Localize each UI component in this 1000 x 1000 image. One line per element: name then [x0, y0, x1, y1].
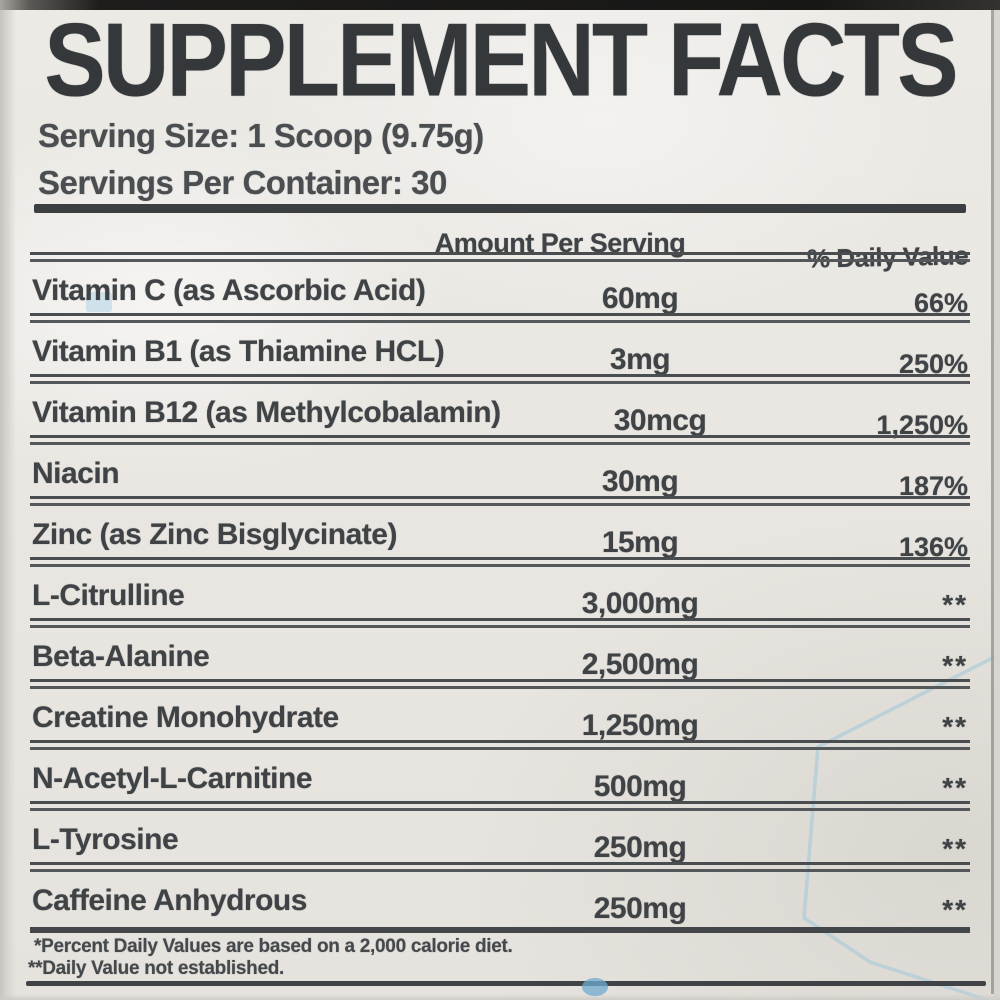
- bottom-thick-rule: [26, 981, 986, 986]
- table-row-caffeine-anhydrous: Caffeine Anhydrous 250mg **: [30, 872, 970, 933]
- ingredient-amount: 3mg: [609, 343, 671, 376]
- ingredient-amount: 60mg: [601, 282, 679, 315]
- label-right-edge: [994, 10, 1000, 1000]
- row-divider: [30, 435, 970, 445]
- ingredient-amount: 2,500mg: [581, 648, 699, 681]
- ingredient-amount: 30mg: [601, 465, 679, 498]
- ingredient-amount: 3,000mg: [581, 587, 699, 620]
- ingredient-name: Vitamin C (as Ascorbic Acid): [32, 274, 426, 307]
- table-header-row: Amount Per Serving % Daily Value: [30, 224, 970, 274]
- footnotes: *Percent Daily Values are based on a 2,0…: [28, 936, 960, 980]
- servings-per-container: Servings Per Container: 30: [38, 164, 447, 201]
- table-row-vitamin-b1: Vitamin B1 (as Thiamine HCL) 3mg 250%: [30, 323, 970, 384]
- ingredient-name: Vitamin B12 (as Methylcobalamin): [32, 396, 501, 429]
- ingredient-amount: 250mg: [593, 892, 687, 925]
- table-row-n-acetyl-l-carnitine: N-Acetyl-L-Carnitine 500mg **: [30, 750, 970, 811]
- table-row-l-citrulline: L-Citrulline 3,000mg **: [30, 567, 970, 628]
- ingredient-daily-value: **: [942, 894, 968, 925]
- footnote-daily-value-not-established: **Daily Value not established.: [28, 958, 285, 979]
- row-divider: [30, 862, 970, 872]
- ingredient-daily-value: **: [942, 772, 968, 803]
- row-divider: [30, 496, 970, 506]
- photo-artifact-blue-dot: [582, 978, 608, 996]
- table-row-vitamin-c: Vitamin C (as Ascorbic Acid) 60mg 66%: [30, 262, 970, 323]
- ingredient-name: Zinc (as Zinc Bisglycinate): [32, 518, 397, 551]
- ingredient-name: N-Acetyl-L-Carnitine: [32, 762, 313, 795]
- row-divider: [30, 740, 970, 750]
- label-right-edge-line: [991, 10, 994, 994]
- label-left-edge: [0, 10, 16, 1000]
- ingredient-name: L-Tyrosine: [32, 823, 179, 856]
- header-divider: [30, 252, 970, 262]
- serving-size: Serving Size: 1 Scoop (9.75g): [38, 117, 484, 154]
- facts-title: SUPPLEMENT FACTS: [44, 2, 958, 119]
- row-divider: [30, 374, 970, 384]
- ingredient-amount: 15mg: [601, 526, 679, 559]
- label-top-edge: [0, 0, 1000, 10]
- facts-table: Amount Per Serving % Daily Value Vitamin…: [30, 0, 970, 1000]
- ingredient-name: Vitamin B1 (as Thiamine HCL): [32, 335, 445, 368]
- ingredient-daily-value: **: [942, 711, 968, 742]
- ingredient-amount: 250mg: [593, 831, 687, 864]
- ingredient-daily-value: **: [942, 650, 968, 681]
- row-divider: [30, 557, 970, 567]
- table-row-creatine-monohydrate: Creatine Monohydrate 1,250mg **: [30, 689, 970, 750]
- footnote-percent-daily-value: *Percent Daily Values are based on a 2,0…: [34, 936, 513, 957]
- ingredient-name: Creatine Monohydrate: [32, 701, 339, 734]
- top-thick-rule: [34, 204, 966, 213]
- ingredient-name: Beta-Alanine: [32, 640, 210, 673]
- ingredient-daily-value: **: [942, 589, 968, 620]
- photo-artifact-blue-patch: [86, 292, 112, 312]
- row-divider: [30, 618, 970, 628]
- table-row-beta-alanine: Beta-Alanine 2,500mg **: [30, 628, 970, 689]
- row-divider: [30, 801, 970, 811]
- ingredient-amount: 500mg: [593, 770, 687, 803]
- table-row-vitamin-b12: Vitamin B12 (as Methylcobalamin) 30mcg 1…: [30, 384, 970, 445]
- row-divider: [30, 313, 970, 323]
- row-divider: [30, 679, 970, 689]
- row-divider: [30, 927, 970, 933]
- ingredient-name: Niacin: [32, 457, 120, 490]
- ingredient-amount: 1,250mg: [581, 709, 699, 742]
- ingredient-daily-value: **: [942, 833, 968, 864]
- table-row-l-tyrosine: L-Tyrosine 250mg **: [30, 811, 970, 872]
- ingredient-name: L-Citrulline: [32, 579, 185, 612]
- table-row-zinc: Zinc (as Zinc Bisglycinate) 15mg 136%: [30, 506, 970, 567]
- ingredient-amount: 30mcg: [613, 404, 707, 437]
- table-row-niacin: Niacin 30mg 187%: [30, 445, 970, 506]
- ingredient-name: Caffeine Anhydrous: [32, 884, 307, 917]
- serving-info: Serving Size: 1 Scoop (9.75g) Servings P…: [38, 112, 960, 206]
- label-bottom-edge: [0, 994, 1000, 1000]
